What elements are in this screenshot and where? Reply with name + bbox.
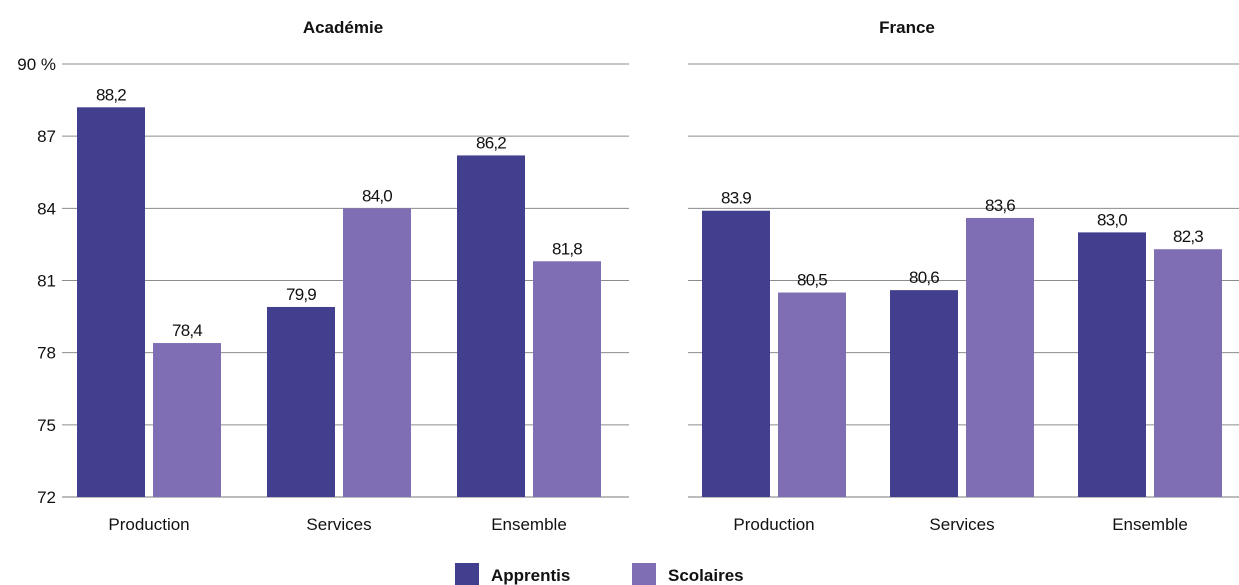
bar-scolaires-ensemble xyxy=(1154,249,1222,497)
x-tick-label: Services xyxy=(929,515,994,534)
legend: Apprentis Scolaires xyxy=(455,563,744,585)
x-tick-label: Services xyxy=(306,515,371,534)
legend-label-apprentis: Apprentis xyxy=(491,566,570,585)
y-tick-label: 78 xyxy=(37,344,56,363)
bar-scolaires-ensemble xyxy=(533,261,601,497)
legend-swatch-apprentis xyxy=(455,563,479,585)
x-tick-label: Production xyxy=(108,515,189,534)
bar-apprentis-services xyxy=(267,306,335,497)
bar-apprentis-ensemble xyxy=(457,155,525,497)
data-label: 80,5 xyxy=(797,271,827,290)
bar-scolaires-production xyxy=(778,292,846,497)
data-label: 83,0 xyxy=(1097,210,1127,229)
chart-title: Académie xyxy=(303,18,383,37)
chart-title: France xyxy=(879,18,935,37)
chart-panel-academie: Académie 72 75 78 81 84 87 90 % 88,2 78,4 Product… xyxy=(17,18,629,534)
data-label: 83.9 xyxy=(721,189,751,208)
data-label: 82,3 xyxy=(1173,227,1203,246)
bar-apprentis-ensemble xyxy=(1078,232,1146,497)
data-label: 88,2 xyxy=(96,85,126,104)
y-tick-label: 81 xyxy=(37,272,56,291)
y-tick-label: 87 xyxy=(37,127,56,146)
bar-apprentis-services xyxy=(890,290,958,497)
data-label: 80,6 xyxy=(909,268,939,287)
data-label: 84,0 xyxy=(362,186,392,205)
y-tick-label: 84 xyxy=(37,199,56,218)
bar-scolaires-services xyxy=(343,208,411,498)
chart-panel-france: France 83.9 80,5 Production 80,6 83,6 Service… xyxy=(688,18,1239,534)
data-label: 86,2 xyxy=(476,133,506,152)
bar-scolaires-services xyxy=(966,217,1034,497)
data-label: 83,6 xyxy=(985,196,1015,215)
bar-scolaires-production xyxy=(153,343,221,497)
data-label: 79,9 xyxy=(286,285,316,304)
x-tick-label: Ensemble xyxy=(491,515,567,534)
y-tick-label: 72 xyxy=(37,488,56,507)
y-tick-label: 90 % xyxy=(17,55,56,74)
bar-apprentis-production xyxy=(702,210,770,497)
data-label: 78,4 xyxy=(172,321,202,340)
x-tick-label: Ensemble xyxy=(1112,515,1188,534)
bar-apprentis-production xyxy=(77,107,145,498)
y-tick-label: 75 xyxy=(37,416,56,435)
legend-swatch-scolaires xyxy=(632,563,656,585)
x-tick-label: Production xyxy=(733,515,814,534)
data-label: 81,8 xyxy=(552,239,582,258)
legend-label-scolaires: Scolaires xyxy=(668,566,744,585)
